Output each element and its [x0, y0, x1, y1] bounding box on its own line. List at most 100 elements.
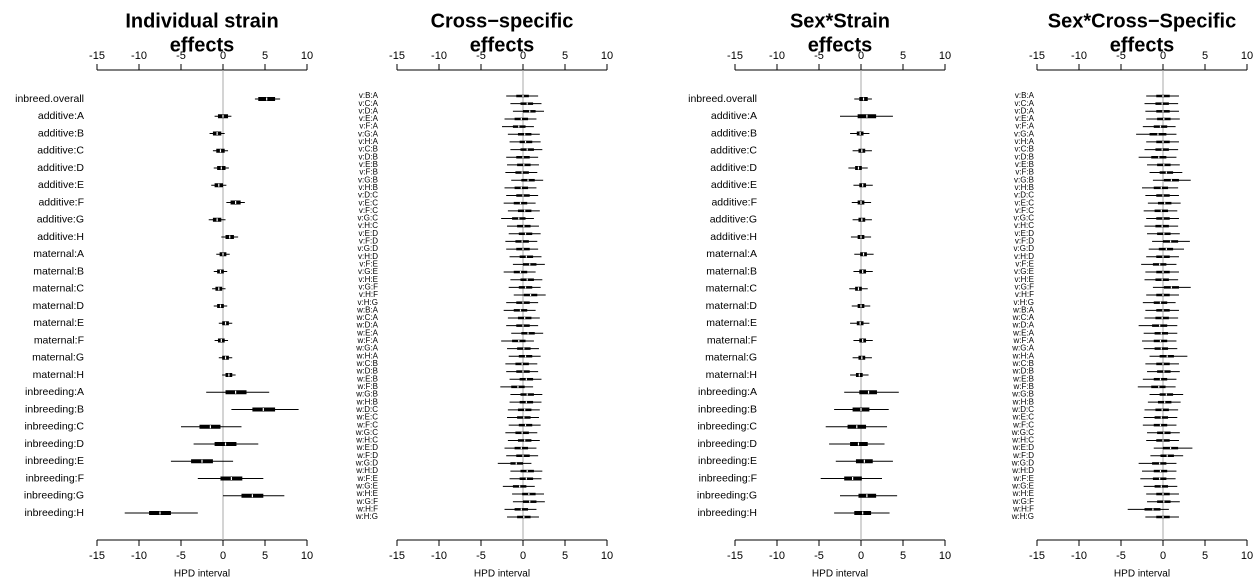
row-label: v:G:F [358, 282, 378, 291]
row-label: w:B:A [1012, 305, 1035, 314]
row-label: w:G:B [1011, 390, 1034, 399]
row-label: w:G:D [1011, 459, 1034, 468]
row-label: w:F:B [357, 382, 378, 391]
row-label: v:C:A [1014, 99, 1034, 108]
row-label: w:H:C [1011, 436, 1034, 445]
x-tick-label: 5 [562, 550, 568, 562]
row-label: v:G:C [358, 214, 379, 223]
row-label: inbreeding:D [24, 438, 84, 450]
row-label: w:G:E [355, 481, 378, 490]
row-label: v:G:B [358, 175, 378, 184]
row-label: w:H:E [356, 489, 378, 498]
row-label: v:D:C [1014, 191, 1034, 200]
row-label: v:H:E [1014, 275, 1034, 284]
row-label: v:H:A [358, 137, 378, 146]
row-label: w:C:B [356, 359, 378, 368]
x-tick-label: 10 [301, 550, 313, 562]
row-label: w:G:A [355, 344, 378, 353]
x-tick-label: -15 [89, 550, 105, 562]
row-label: inbreeding:C [24, 421, 84, 433]
row-label: v:E:A [359, 114, 379, 123]
x-tick-label: 10 [601, 50, 613, 62]
row-label: v:E:C [358, 198, 378, 207]
x-tick-label: -15 [727, 550, 743, 562]
row-label: additive:A [711, 110, 757, 122]
row-label: w:F:A [357, 336, 379, 345]
row-label: w:C:A [356, 313, 379, 322]
row-label: v:B:A [359, 91, 379, 100]
row-label: inbreeding:C [697, 421, 757, 433]
row-label: v:C:B [358, 145, 378, 154]
row-label: additive:A [38, 110, 84, 122]
x-tick-label: -10 [769, 550, 785, 562]
x-tick-label: -10 [1071, 550, 1087, 562]
x-tick-label: 5 [1202, 550, 1208, 562]
row-label: maternal:G [32, 352, 84, 364]
x-tick-label: -10 [431, 50, 447, 62]
row-label: v:H:G [1014, 298, 1034, 307]
x-tick-label: 0 [220, 550, 226, 562]
row-label: w:E:B [356, 374, 378, 383]
row-label: additive:E [38, 179, 84, 191]
row-label: w:C:B [1012, 359, 1034, 368]
row-label: v:H:C [358, 221, 378, 230]
row-label: v:G:E [1014, 267, 1034, 276]
row-label: w:D:B [356, 367, 378, 376]
row-label: w:E:A [356, 328, 379, 337]
panel-title: effects [470, 34, 534, 56]
row-label: w:G:C [355, 428, 378, 437]
row-label: maternal:E [33, 317, 84, 329]
row-label: w:C:A [1012, 313, 1035, 322]
panel-title: Sex*Strain [790, 10, 890, 32]
row-label: v:D:C [358, 191, 378, 200]
x-tick-label: 0 [520, 50, 526, 62]
row-label: v:G:A [358, 129, 379, 138]
row-label: v:G:B [1014, 175, 1034, 184]
x-axis-label: HPD interval [474, 569, 530, 580]
x-tick-label: 5 [900, 550, 906, 562]
row-label: w:D:B [1012, 367, 1034, 376]
x-tick-label: 0 [1160, 550, 1166, 562]
x-tick-label: 10 [939, 550, 951, 562]
row-label: w:H:E [1012, 489, 1034, 498]
row-label: maternal:A [706, 248, 757, 260]
x-tick-label: 10 [939, 50, 951, 62]
row-label: maternal:C [706, 283, 758, 295]
row-label: w:F:A [1013, 336, 1035, 345]
row-label: v:C:A [358, 99, 378, 108]
panel-title: Cross−specific [431, 10, 574, 32]
row-label: w:H:A [1012, 351, 1035, 360]
row-label: v:G:E [358, 267, 378, 276]
row-label: v:D:B [358, 152, 378, 161]
row-label: v:D:A [358, 106, 378, 115]
row-label: w:G:A [1011, 344, 1034, 353]
row-label: inbreeding:A [698, 386, 757, 398]
row-label: inbreeding:G [697, 490, 757, 502]
x-tick-label: -5 [1116, 550, 1126, 562]
row-label: additive:H [37, 231, 84, 243]
row-label: v:B:A [1015, 91, 1035, 100]
row-label: w:G:F [356, 497, 378, 506]
row-label: w:H:D [1011, 466, 1034, 475]
row-label: v:F:D [1015, 237, 1034, 246]
x-tick-label: -10 [431, 550, 447, 562]
x-tick-label: 0 [220, 50, 226, 62]
row-label: maternal:A [33, 248, 84, 260]
row-label: v:F:A [1015, 122, 1034, 131]
row-label: w:H:B [356, 397, 378, 406]
row-label: w:G:C [1011, 428, 1034, 437]
row-label: inbreeding:H [24, 507, 84, 519]
x-tick-label: 10 [1241, 550, 1253, 562]
x-axis-label: HPD interval [812, 569, 868, 580]
row-label: v:F:C [359, 206, 378, 215]
row-label: v:E:B [1015, 160, 1034, 169]
row-label: w:D:C [355, 405, 378, 414]
row-label: v:F:C [1015, 206, 1034, 215]
row-label: v:H:D [358, 252, 378, 261]
row-label: maternal:D [33, 300, 85, 312]
x-tick-label: 0 [1160, 50, 1166, 62]
row-label: w:E:C [356, 413, 379, 422]
row-label: w:G:B [355, 390, 378, 399]
row-label: additive:F [38, 196, 84, 208]
